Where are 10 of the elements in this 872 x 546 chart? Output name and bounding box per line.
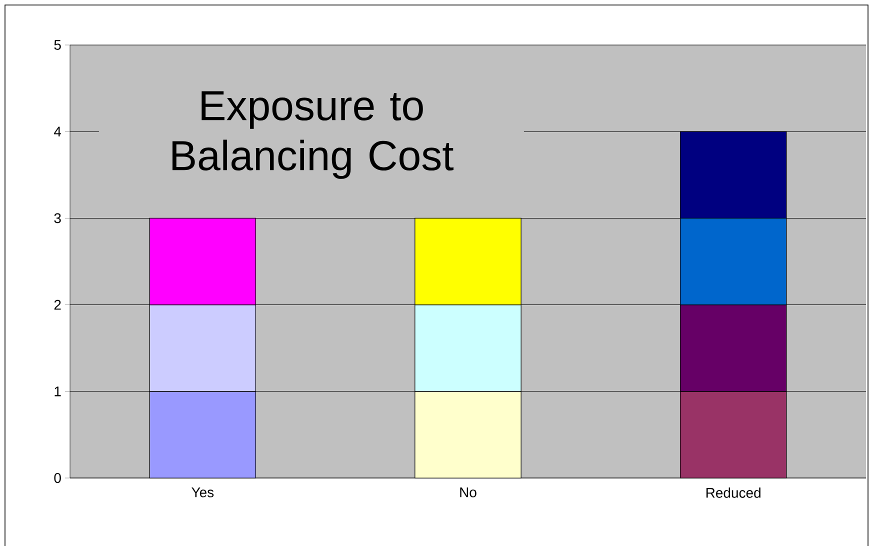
y-tick-label: 0 bbox=[54, 473, 61, 483]
x-tick-label: No bbox=[460, 488, 476, 498]
x-tick-label: Reduced bbox=[706, 488, 760, 498]
y-tick-label: 3 bbox=[54, 213, 61, 224]
y-tick-label: 1 bbox=[54, 386, 61, 396]
y-tick-label: 5 bbox=[54, 40, 61, 50]
y-tick-label: 2 bbox=[54, 300, 61, 310]
y-tick-label: 4 bbox=[54, 126, 62, 136]
text: Exposure to Balancing Cost bbox=[172, 91, 454, 179]
x-tick-label: Yes bbox=[192, 488, 214, 498]
